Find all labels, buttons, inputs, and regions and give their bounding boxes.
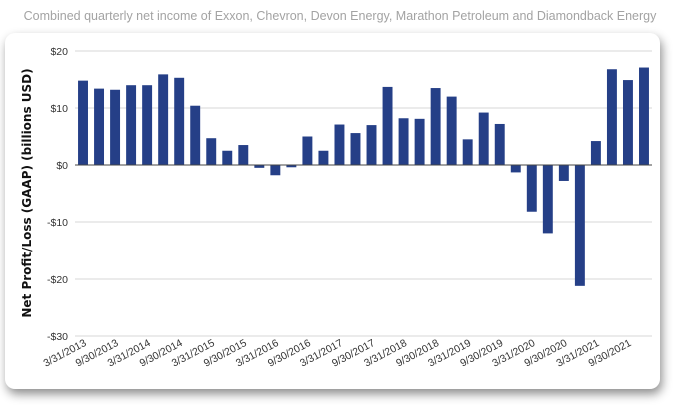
- bar: [78, 80, 88, 165]
- bar: [318, 150, 329, 165]
- y-tick-label: $0: [56, 160, 68, 172]
- bar: [398, 118, 409, 165]
- bar: [174, 77, 185, 165]
- bar: [510, 165, 521, 173]
- bar: [526, 165, 537, 212]
- bar: [158, 74, 169, 165]
- y-tick-label: -$20: [47, 274, 68, 286]
- chart-title: Combined quarterly net income of Exxon, …: [23, 9, 657, 23]
- bar: [206, 138, 217, 165]
- bar: [622, 80, 633, 165]
- bar: [366, 125, 377, 165]
- bar: [382, 86, 393, 165]
- bar: [574, 165, 585, 286]
- y-tick-label: $20: [50, 46, 68, 58]
- bar: [302, 136, 313, 165]
- y-tick-label: -$10: [47, 217, 68, 229]
- bar: [270, 165, 281, 176]
- bar: [430, 88, 441, 165]
- y-axis-label: Net Profit/Loss (GAAP) (billions USD): [20, 68, 34, 317]
- bar: [462, 139, 473, 165]
- bar: [478, 112, 489, 165]
- bar: [639, 67, 649, 165]
- y-axis-ticks: $20 $10 $0 -$10 -$20 -$30: [47, 46, 68, 343]
- bar: [558, 165, 569, 181]
- bar: [238, 145, 249, 165]
- bar: [542, 165, 553, 234]
- bar: [606, 69, 617, 165]
- bars: [75, 67, 652, 286]
- bar: [142, 85, 153, 165]
- bar: [94, 88, 105, 165]
- bar: [350, 133, 361, 165]
- bar: [110, 89, 121, 165]
- x-axis-ticks: 3/31/20139/30/20133/31/20149/30/20143/31…: [42, 337, 634, 370]
- bar: [334, 124, 345, 165]
- y-tick-label: $10: [50, 103, 68, 115]
- bar: [286, 165, 297, 168]
- bar: [222, 150, 233, 165]
- bar: [494, 123, 505, 165]
- bar: [414, 118, 425, 165]
- y-tick-label: -$30: [47, 331, 68, 343]
- bar: [190, 105, 201, 165]
- bar: [126, 85, 137, 165]
- bar: [446, 96, 457, 165]
- bar: [254, 165, 265, 168]
- bar: [590, 141, 601, 165]
- gridlines: [75, 50, 652, 337]
